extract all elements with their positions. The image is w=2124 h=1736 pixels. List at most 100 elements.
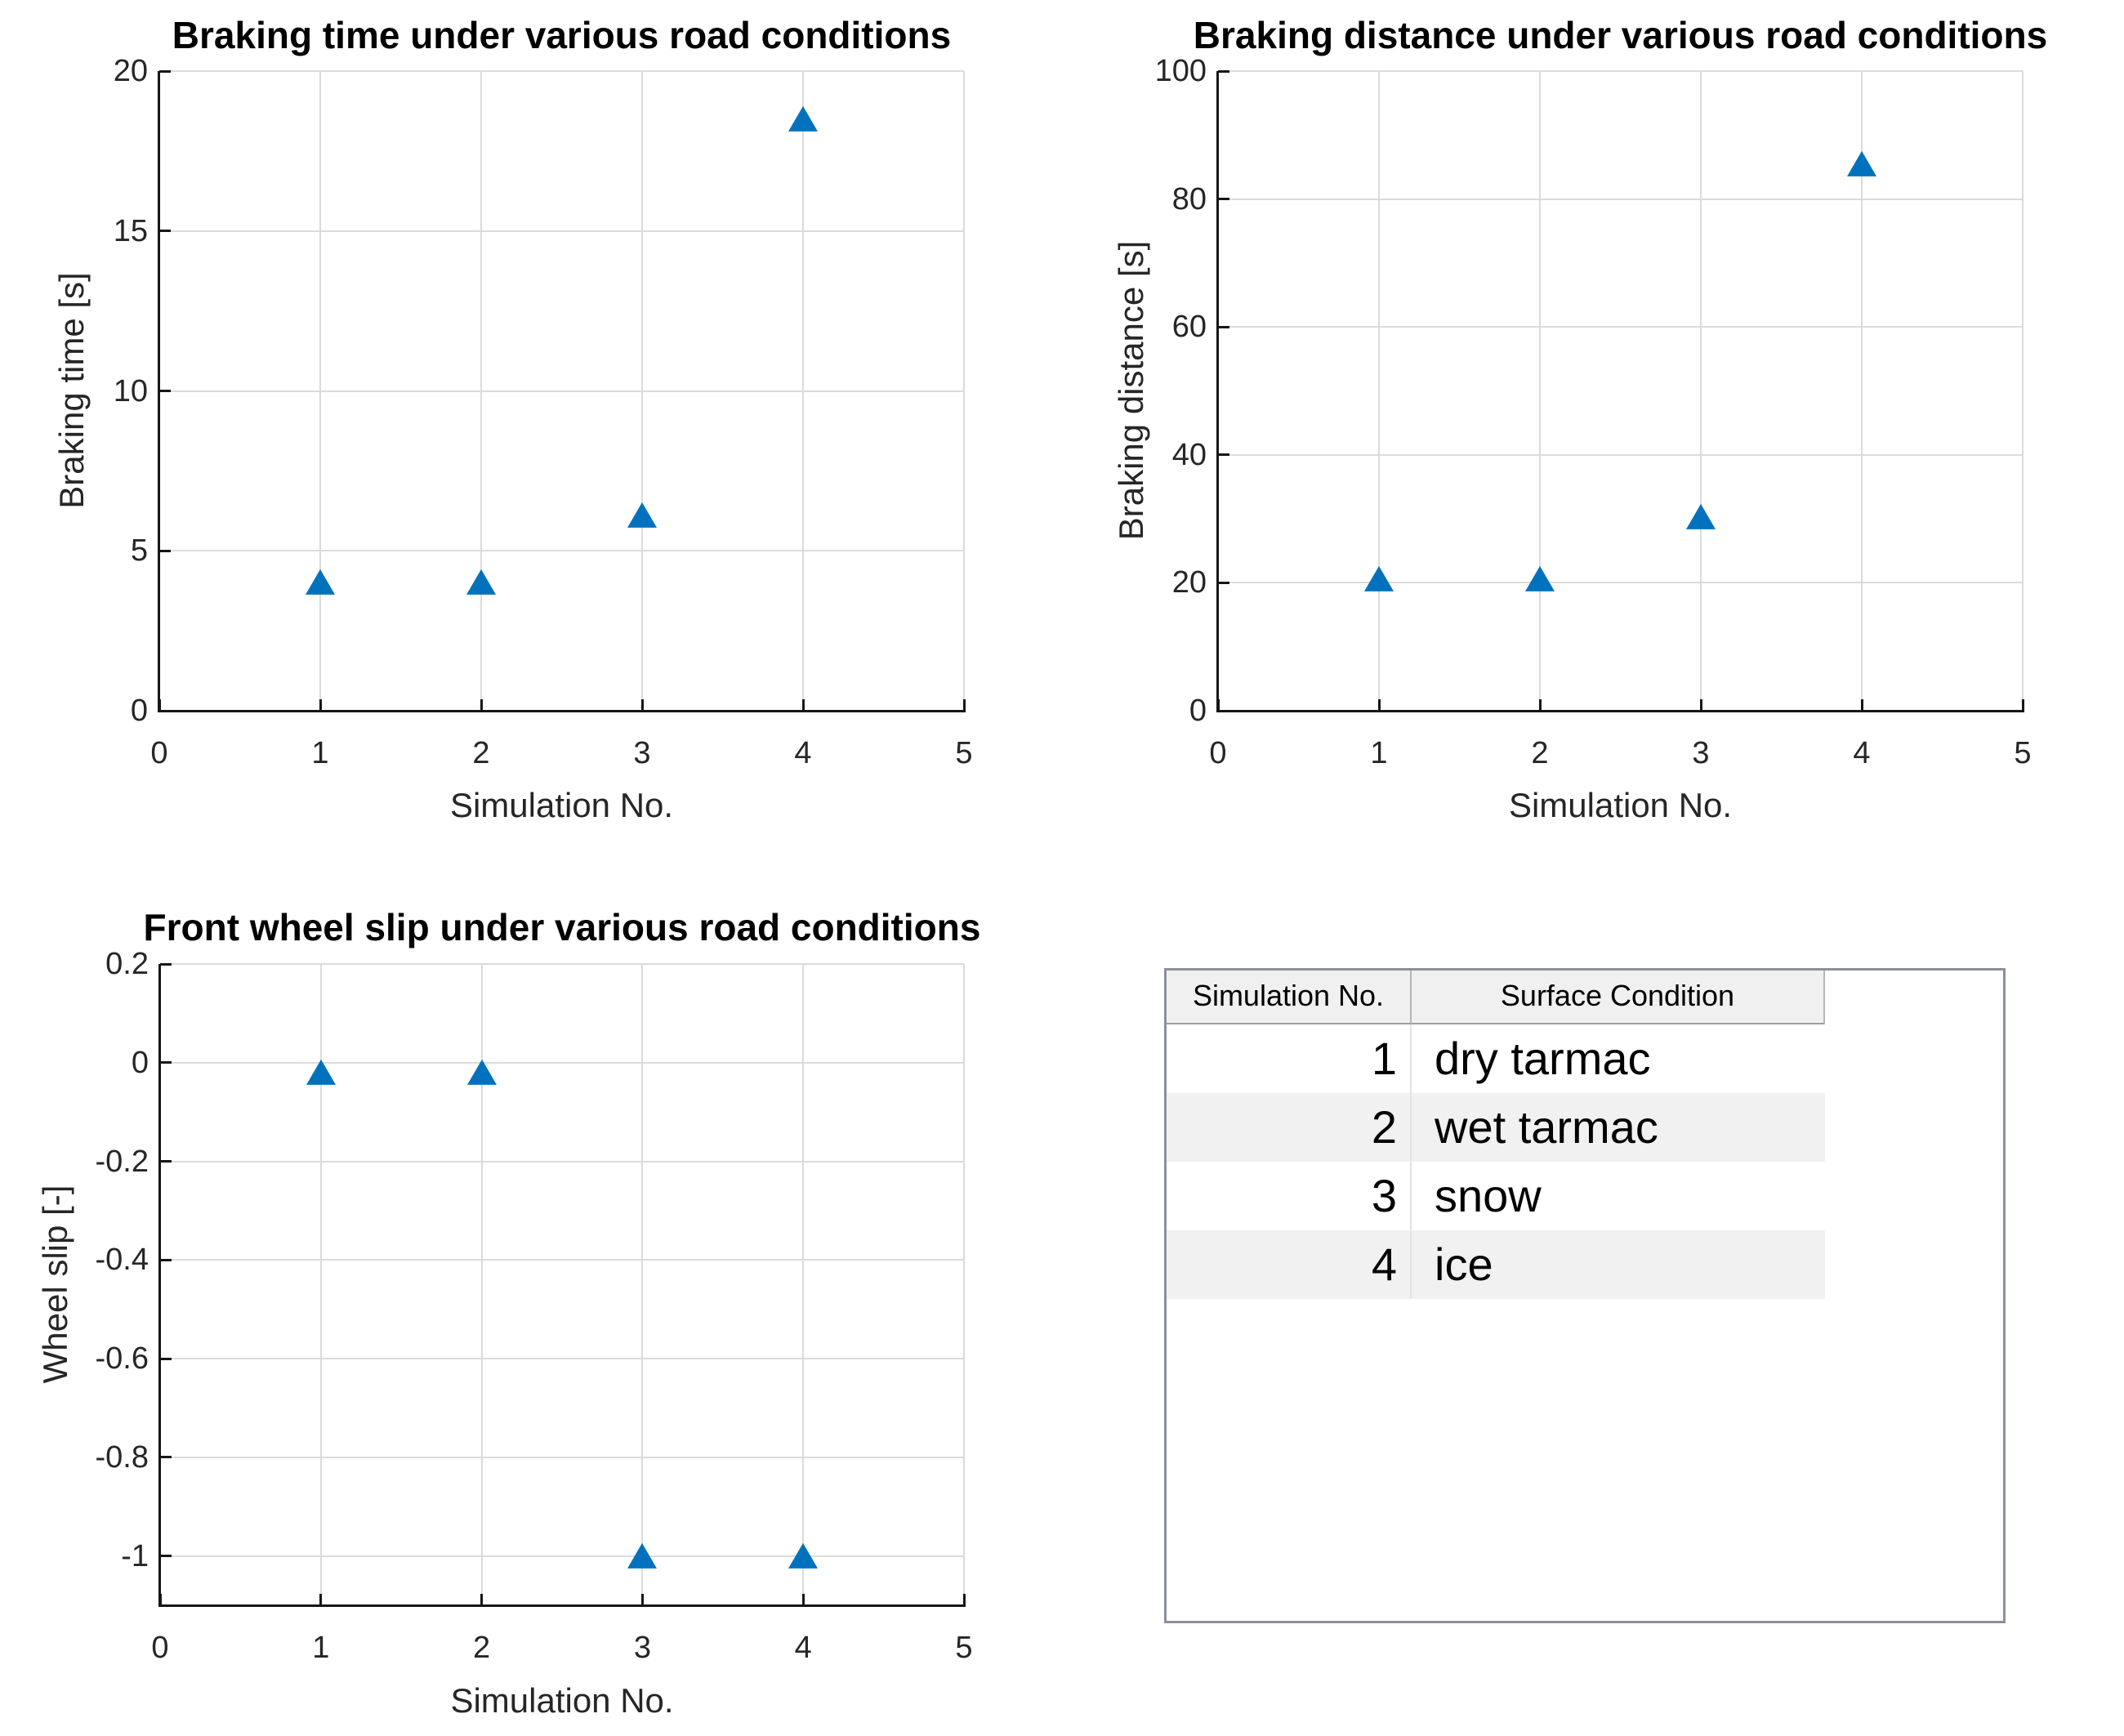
y-tick: [160, 962, 172, 966]
y-tick: [160, 1160, 172, 1163]
x-tick: [1860, 699, 1863, 711]
data-point-marker: [466, 569, 496, 596]
table-row: 2 wet tarmac: [1167, 1093, 1825, 1162]
y-tick: [159, 390, 171, 392]
cell-simulation-no[interactable]: 3: [1167, 1162, 1412, 1230]
y-tick: [1218, 325, 1229, 328]
y-gridline: [159, 230, 964, 232]
y-gridline: [160, 1358, 964, 1360]
x-tick: [1699, 699, 1702, 711]
x-tick: [480, 1594, 484, 1605]
x-gridline: [963, 71, 965, 711]
x-gridline: [319, 71, 321, 711]
x-gridline: [319, 964, 322, 1605]
chart-title: Front wheel slip under various road cond…: [143, 906, 981, 948]
y-tick: [160, 1555, 172, 1558]
cell-surface-condition[interactable]: wet tarmac: [1435, 1101, 1658, 1153]
data-point-marker: [1847, 151, 1876, 177]
y-tick-label: 10: [113, 373, 148, 408]
x-tick: [962, 699, 966, 711]
y-gridline: [160, 1061, 964, 1064]
data-point-marker: [1686, 503, 1716, 529]
x-tick-label: 2: [1531, 736, 1549, 770]
y-gridline: [159, 710, 964, 712]
cell-simulation-no[interactable]: 1: [1167, 1024, 1412, 1093]
x-gridline: [1217, 71, 1219, 711]
x-tick-label: 0: [150, 736, 168, 770]
x-tick-label: 3: [633, 1631, 651, 1665]
y-tick: [159, 549, 171, 552]
cell-simulation-no[interactable]: 4: [1167, 1230, 1412, 1299]
x-tick: [962, 1594, 966, 1605]
y-tick-label: 15: [113, 213, 148, 248]
x-gridline: [480, 71, 482, 711]
x-tick-label: 1: [311, 736, 329, 770]
y-tick: [159, 69, 171, 73]
x-axis-label: Simulation No.: [1508, 786, 1733, 824]
x-tick-label: 0: [151, 1631, 169, 1665]
x-gridline: [641, 964, 644, 1605]
cell-surface-condition[interactable]: ice: [1435, 1238, 1493, 1290]
x-tick: [319, 699, 322, 711]
cell-surface-condition[interactable]: snow: [1435, 1170, 1542, 1221]
data-point-marker: [1364, 566, 1394, 592]
y-gridline: [159, 550, 964, 552]
y-tick-label: 0.2: [105, 947, 149, 981]
y-axis-line: [158, 964, 161, 1607]
chart-title: Braking distance under various road cond…: [1193, 14, 2048, 56]
x-axis-line: [158, 1604, 966, 1607]
x-tick: [158, 1594, 162, 1605]
y-tick-label: 40: [1171, 437, 1207, 472]
y-tick-label: -0.6: [95, 1341, 149, 1377]
x-tick: [1216, 699, 1220, 711]
x-gridline: [1861, 71, 1863, 711]
x-tick-label: 4: [794, 1631, 812, 1665]
x-tick-label: 5: [955, 1631, 973, 1665]
x-gridline: [480, 964, 483, 1605]
y-gridline: [160, 1259, 964, 1261]
y-tick: [1218, 198, 1229, 201]
table-row: 4 ice: [1167, 1230, 1825, 1299]
x-gridline: [159, 964, 161, 1605]
column-header-simulation-no[interactable]: Simulation No.: [1167, 971, 1412, 1024]
x-tick: [801, 1594, 805, 1605]
x-tick: [1538, 699, 1542, 711]
y-tick: [160, 1258, 172, 1261]
plot-area: 0 1 2 3 4 5 0.2 0 -0.2 -0.4 -0.6 -0.8 -1: [96, 947, 973, 1665]
y-tick-label: 0: [131, 1045, 149, 1080]
y-axis-label: Braking distance [s]: [1112, 240, 1150, 541]
y-tick-label: 80: [1171, 181, 1207, 216]
y-tick: [160, 1357, 172, 1360]
data-point-marker: [788, 105, 818, 132]
column-header-surface-condition[interactable]: Surface Condition: [1412, 971, 1825, 1024]
data-point-marker: [306, 569, 335, 596]
table-body: 1 dry tarmac 2 wet tarmac 3 snow 4 ice: [1167, 1024, 2003, 1299]
y-tick-label: 20: [113, 54, 148, 88]
y-gridline: [1218, 70, 2023, 72]
x-tick-label: 4: [1853, 736, 1871, 770]
data-point-marker: [306, 1059, 336, 1085]
x-gridline: [802, 964, 805, 1605]
y-tick: [1218, 453, 1229, 457]
y-tick-label: 100: [1154, 54, 1207, 88]
table-row: 3 snow: [1167, 1162, 1825, 1230]
table-header-row: Simulation No. Surface Condition: [1167, 971, 2003, 1024]
x-tick-label: 3: [1692, 736, 1710, 770]
y-gridline: [1218, 582, 2023, 584]
x-tick-label: 1: [312, 1631, 330, 1665]
y-gridline: [1218, 710, 2023, 712]
x-axis-line: [1216, 710, 2024, 712]
x-axis-line: [158, 710, 966, 712]
y-gridline: [159, 390, 964, 392]
y-gridline: [160, 1160, 964, 1163]
cell-simulation-no[interactable]: 2: [1167, 1093, 1412, 1162]
data-point-marker: [1525, 566, 1555, 592]
y-gridline: [160, 1456, 964, 1458]
data-point-marker: [788, 1542, 819, 1569]
x-gridline: [802, 71, 804, 711]
y-axis-line: [158, 71, 160, 712]
y-axis-label: Braking time [s]: [52, 272, 91, 509]
y-tick: [159, 709, 171, 712]
cell-surface-condition[interactable]: dry tarmac: [1435, 1033, 1651, 1084]
x-tick: [2021, 699, 2024, 711]
